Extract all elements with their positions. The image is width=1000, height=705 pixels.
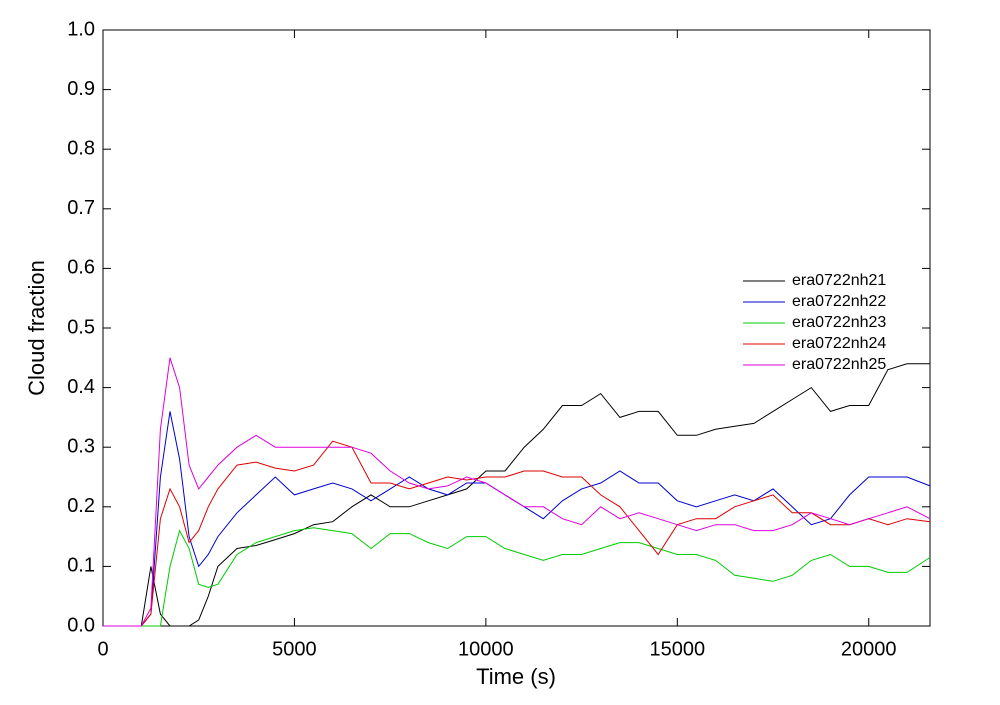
y-tick-label: 0.0 (67, 614, 95, 636)
x-axis-label: Time (s) (476, 664, 556, 689)
y-tick-label: 0.7 (67, 197, 95, 219)
legend-label: era0722nh23 (792, 314, 886, 331)
x-tick-label: 10000 (458, 638, 514, 660)
legend-label: era0722nh21 (792, 272, 886, 289)
y-tick-label: 0.8 (67, 137, 95, 159)
y-tick-label: 0.5 (67, 316, 95, 338)
legend-label: era0722nh22 (792, 293, 886, 310)
y-tick-label: 0.4 (67, 376, 95, 398)
y-tick-label: 0.1 (67, 555, 95, 577)
series-line (103, 411, 931, 627)
series-line (103, 357, 931, 627)
y-tick-label: 1.0 (67, 18, 95, 40)
x-tick-label: 0 (97, 638, 108, 660)
y-tick-label: 0.3 (67, 435, 95, 457)
series-line (103, 440, 931, 627)
y-tick-label: 0.6 (67, 257, 95, 279)
x-tick-label: 20000 (841, 638, 897, 660)
x-tick-label: 5000 (272, 638, 317, 660)
legend-label: era0722nh25 (792, 356, 886, 373)
y-axis-label: Cloud fraction (24, 260, 49, 396)
x-tick-label: 15000 (649, 638, 705, 660)
legend-label: era0722nh24 (792, 335, 886, 352)
y-tick-label: 0.2 (67, 495, 95, 517)
series-line (103, 363, 930, 627)
y-tick-label: 0.9 (67, 78, 95, 100)
series-line (103, 527, 931, 627)
